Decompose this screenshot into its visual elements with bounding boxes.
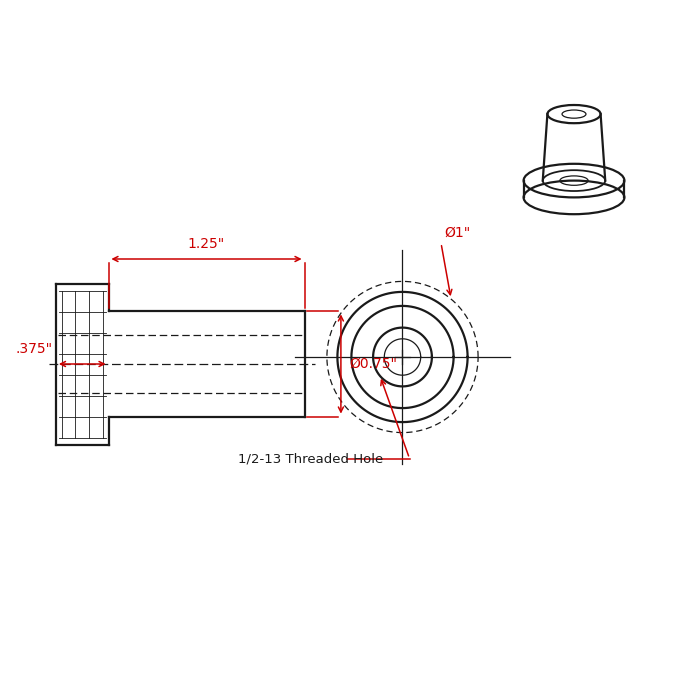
Text: Ø1": Ø1" bbox=[444, 225, 470, 239]
Text: Ø0.75": Ø0.75" bbox=[349, 357, 398, 371]
Text: .375": .375" bbox=[15, 342, 52, 356]
Text: 1/2-13 Threaded Hole: 1/2-13 Threaded Hole bbox=[238, 452, 384, 465]
Text: 1.25": 1.25" bbox=[188, 237, 225, 251]
